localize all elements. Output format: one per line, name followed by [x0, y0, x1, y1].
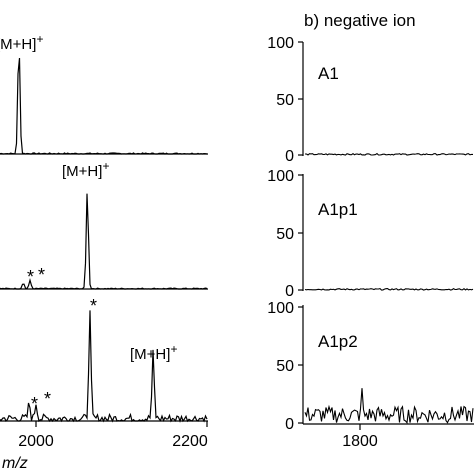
a1-ytick-50: 50	[276, 92, 294, 109]
annot-mh-top-text: [M+H]	[0, 36, 36, 53]
a1p2-ytick-100: 100	[267, 300, 294, 317]
spectrum-trace-positive-top	[0, 57, 208, 155]
xlabel-mz: m/z	[2, 455, 28, 472]
a1p1-ytick-50: 50	[276, 226, 294, 243]
xticks	[35, 421, 361, 430]
panel-label-a1p1: A1p1	[318, 200, 358, 219]
superscript-plus: +	[170, 342, 177, 356]
a1p1-ytick-0: 0	[285, 283, 294, 300]
a1p2-ytick-0: 0	[285, 416, 294, 433]
annot-star-mid-2: *	[38, 265, 45, 285]
annot-star-bot-2: *	[44, 389, 51, 409]
annot-star-bot-main: *	[90, 296, 97, 316]
neg-yticks	[298, 41, 303, 424]
spectrum-trace-positive-middle	[0, 193, 208, 290]
annot-mh-mid-text: [M+H]	[62, 163, 102, 180]
annot-mh-bot: [M+H]+	[130, 342, 177, 363]
spectrum-trace-positive-bottom	[0, 310, 208, 423]
a1-ytick-100: 100	[267, 35, 294, 52]
panel-b-title: b) negative ion	[304, 11, 416, 30]
xtick-2000: 2000	[18, 433, 54, 450]
xtick-1800: 1800	[342, 433, 378, 450]
a1p2-ytick-50: 50	[276, 358, 294, 375]
spectrum-trace-negative-A1p1	[304, 287, 474, 291]
annot-mh-mid: [M+H]+	[62, 159, 109, 180]
xtick-2200: 2200	[172, 433, 208, 450]
a1-ytick-0: 0	[285, 148, 294, 165]
panel-label-a1: A1	[318, 64, 339, 83]
spectra-traces	[0, 57, 474, 425]
annot-mh-top: [M+H]+	[0, 32, 43, 53]
spectrum-trace-negative-A1p2	[304, 388, 474, 425]
a1p1-ytick-100: 100	[267, 168, 294, 185]
annot-mh-bot-text: [M+H]	[130, 346, 170, 363]
superscript-plus: +	[36, 32, 43, 46]
superscript-plus: +	[102, 159, 109, 173]
annot-star-mid-1: *	[27, 267, 34, 287]
panel-label-a1p2: A1p2	[318, 332, 358, 351]
spectrum-trace-negative-A1	[305, 152, 473, 156]
annot-star-bot-1: *	[31, 394, 38, 414]
